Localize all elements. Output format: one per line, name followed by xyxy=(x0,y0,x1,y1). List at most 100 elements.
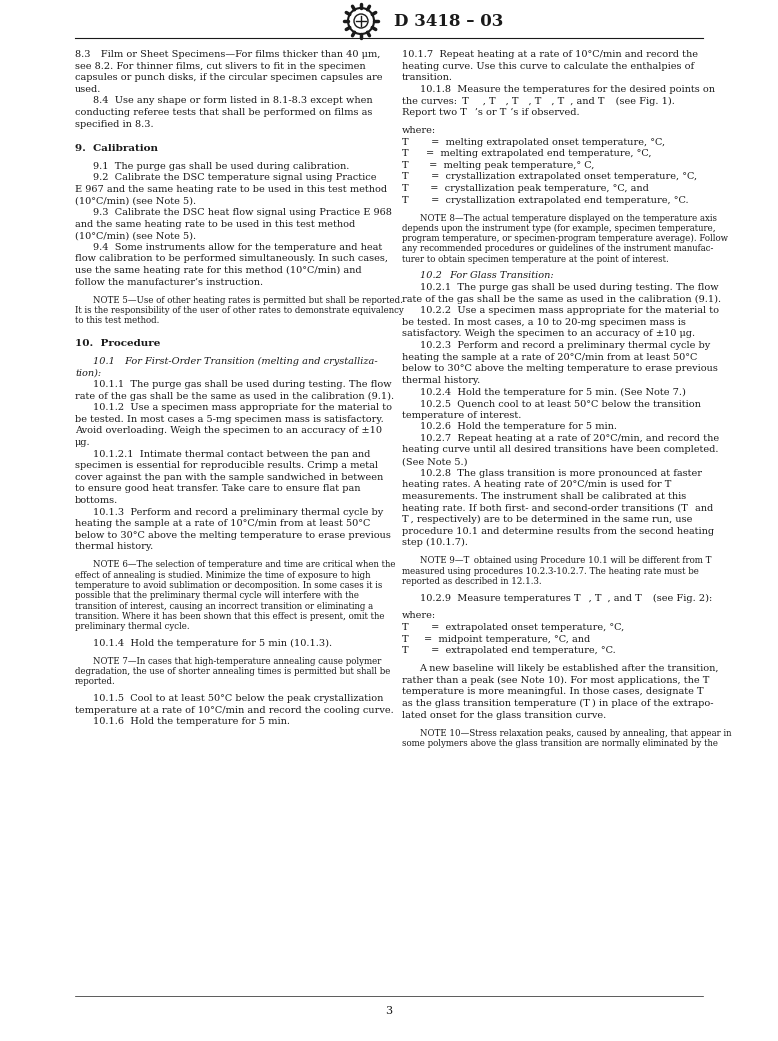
Text: T         =  melting extrapolated onset temperature, °C,: T = melting extrapolated onset temperatu… xyxy=(401,137,664,147)
Text: 10.1.1  The purge gas shall be used during testing. The flow: 10.1.1 The purge gas shall be used durin… xyxy=(93,380,391,389)
Text: T , respectively) are to be determined in the same run, use: T , respectively) are to be determined i… xyxy=(401,515,692,525)
Text: flow calibration to be performed simultaneously. In such cases,: flow calibration to be performed simulta… xyxy=(75,254,388,263)
Text: cover against the pan with the sample sandwiched in between: cover against the pan with the sample sa… xyxy=(75,473,384,482)
Text: 10.1.2.1  Intimate thermal contact between the pan and: 10.1.2.1 Intimate thermal contact betwee… xyxy=(93,450,370,459)
Text: T      =  midpoint temperature, °C, and: T = midpoint temperature, °C, and xyxy=(401,635,590,643)
Text: NOTE 10—Stress relaxation peaks, caused by annealing, that appear in: NOTE 10—Stress relaxation peaks, caused … xyxy=(419,729,731,738)
Text: heating rate. If both first- and second-order transitions (T   and: heating rate. If both first- and second-… xyxy=(401,504,713,512)
Text: 10.2.4  Hold the temperature for 5 min. (See Note 7.): 10.2.4 Hold the temperature for 5 min. (… xyxy=(419,387,685,397)
Text: 10.1.5  Cool to at least 50°C below the peak crystallization: 10.1.5 Cool to at least 50°C below the p… xyxy=(93,694,384,703)
Text: preliminary thermal cycle.: preliminary thermal cycle. xyxy=(75,623,190,631)
Text: to ensure good heat transfer. Take care to ensure flat pan: to ensure good heat transfer. Take care … xyxy=(75,484,360,493)
Text: NOTE 9—T  obtained using Procedure 10.1 will be different from T: NOTE 9—T obtained using Procedure 10.1 w… xyxy=(419,556,713,565)
Text: T         =  extrapolated onset temperature, °C,: T = extrapolated onset temperature, °C, xyxy=(401,624,624,632)
Text: degradation, the use of shorter annealing times is permitted but shall be: degradation, the use of shorter annealin… xyxy=(75,667,391,677)
Text: be tested. In most cases a 5-mg specimen mass is satisfactory.: be tested. In most cases a 5-mg specimen… xyxy=(75,414,384,424)
Text: 9.3  Calibrate the DSC heat flow signal using Practice E 968: 9.3 Calibrate the DSC heat flow signal u… xyxy=(93,208,392,217)
Text: conducting referee tests that shall be performed on films as: conducting referee tests that shall be p… xyxy=(75,108,373,117)
Text: the curves:  T       , T     , T     , T     , T   , and T     (see Fig. 1).: the curves: T , T , T , T , T , and T (s… xyxy=(401,97,675,105)
Text: specified in 8.3.: specified in 8.3. xyxy=(75,120,153,129)
Text: possible that the preliminary thermal cycle will interfere with the: possible that the preliminary thermal cy… xyxy=(75,591,359,601)
Text: T        =  crystallization peak temperature, °C, and: T = crystallization peak temperature, °C… xyxy=(401,184,648,193)
Text: rather than a peak (see Note 10). For most applications, the T: rather than a peak (see Note 10). For mo… xyxy=(401,676,715,685)
Text: 9.1  The purge gas shall be used during calibration.: 9.1 The purge gas shall be used during c… xyxy=(93,161,349,171)
Text: T        =  melting peak temperature,° C,: T = melting peak temperature,° C, xyxy=(401,160,594,170)
Text: 9.4  Some instruments allow for the temperature and heat: 9.4 Some instruments allow for the tempe… xyxy=(93,243,382,252)
Text: capsules or punch disks, if the circular specimen capsules are: capsules or punch disks, if the circular… xyxy=(75,73,383,82)
Text: 9.2  Calibrate the DSC temperature signal using Practice: 9.2 Calibrate the DSC temperature signal… xyxy=(93,173,377,182)
Text: temperature to avoid sublimation or decomposition. In some cases it is: temperature to avoid sublimation or deco… xyxy=(75,581,382,590)
Text: follow the manufacturer’s instruction.: follow the manufacturer’s instruction. xyxy=(75,278,263,286)
Text: T       =  melting extrapolated end temperature, °C,: T = melting extrapolated end temperature… xyxy=(401,149,651,158)
Text: temperature of interest.: temperature of interest. xyxy=(401,410,521,420)
Text: 10.2.6  Hold the temperature for 5 min.: 10.2.6 Hold the temperature for 5 min. xyxy=(419,423,616,431)
Text: 10.2.1  The purge gas shall be used during testing. The flow: 10.2.1 The purge gas shall be used durin… xyxy=(419,283,718,293)
Text: satisfactory. Weigh the specimen to an accuracy of ±10 μg.: satisfactory. Weigh the specimen to an a… xyxy=(401,329,695,338)
Text: 9.  Calibration: 9. Calibration xyxy=(75,144,158,153)
Text: 10.1.7  Repeat heating at a rate of 10°C/min and record the: 10.1.7 Repeat heating at a rate of 10°C/… xyxy=(401,50,698,59)
Text: 10.2.3  Perform and record a preliminary thermal cycle by: 10.2.3 Perform and record a preliminary … xyxy=(419,341,710,350)
Text: Report two T    ’s or T  ’s if observed.: Report two T ’s or T ’s if observed. xyxy=(401,108,579,117)
Text: below to 30°C above the melting temperature to erase previous: below to 30°C above the melting temperat… xyxy=(75,531,391,540)
Text: to this test method.: to this test method. xyxy=(75,316,159,325)
Text: D 3418 – 03: D 3418 – 03 xyxy=(394,14,503,30)
Text: T         =  crystallization extrapolated onset temperature, °C,: T = crystallization extrapolated onset t… xyxy=(401,173,696,181)
Text: 10.1.3  Perform and record a preliminary thermal cycle by: 10.1.3 Perform and record a preliminary … xyxy=(93,508,384,516)
Text: some polymers above the glass transition are normally eliminated by the: some polymers above the glass transition… xyxy=(401,739,717,747)
Text: 10.  Procedure: 10. Procedure xyxy=(75,338,160,348)
Text: bottoms.: bottoms. xyxy=(75,496,118,505)
Text: It is the responsibility of the user of other rates to demonstrate equivalency: It is the responsibility of the user of … xyxy=(75,306,404,314)
Text: reported.: reported. xyxy=(75,678,116,686)
Text: where:: where: xyxy=(401,611,436,620)
Text: lated onset for the glass transition curve.: lated onset for the glass transition cur… xyxy=(401,711,606,719)
Text: step (10.1.7).: step (10.1.7). xyxy=(401,538,468,548)
Text: thermal history.: thermal history. xyxy=(75,542,153,552)
Text: procedure 10.1 and determine results from the second heating: procedure 10.1 and determine results fro… xyxy=(401,527,713,536)
Text: heating the sample at a rate of 10°C/min from at least 50°C: heating the sample at a rate of 10°C/min… xyxy=(75,519,370,528)
Text: NOTE 6—The selection of temperature and time are critical when the: NOTE 6—The selection of temperature and … xyxy=(93,560,395,569)
Text: 10.1.2  Use a specimen mass appropriate for the material to: 10.1.2 Use a specimen mass appropriate f… xyxy=(93,403,392,412)
Text: rate of the gas shall be the same as used in the calibration (9.1).: rate of the gas shall be the same as use… xyxy=(401,295,720,304)
Text: A new baseline will likely be established after the transition,: A new baseline will likely be establishe… xyxy=(419,664,719,674)
Text: transition. Where it has been shown that this effect is present, omit the: transition. Where it has been shown that… xyxy=(75,612,384,620)
Text: NOTE 5—Use of other heating rates is permitted but shall be reported.: NOTE 5—Use of other heating rates is per… xyxy=(93,296,403,305)
Text: 10.2.5  Quench cool to at least 50°C below the transition: 10.2.5 Quench cool to at least 50°C belo… xyxy=(419,399,700,408)
Text: as the glass transition temperature (T ) in place of the extrapo-: as the glass transition temperature (T )… xyxy=(401,700,713,708)
Text: and the same heating rate to be used in this test method: and the same heating rate to be used in … xyxy=(75,220,356,229)
Text: turer to obtain specimen temperature at the point of interest.: turer to obtain specimen temperature at … xyxy=(401,255,668,263)
Text: 8.3    Film or Sheet Specimens—For films thicker than 40 μm,: 8.3 Film or Sheet Specimens—For films th… xyxy=(75,50,380,59)
Text: 10.2.9  Measure temperatures T    , T   , and T     (see Fig. 2):: 10.2.9 Measure temperatures T , T , and … xyxy=(419,593,712,603)
Text: heating rates. A heating rate of 20°C/min is used for T: heating rates. A heating rate of 20°C/mi… xyxy=(401,480,675,489)
Text: be tested. In most cases, a 10 to 20-mg specimen mass is: be tested. In most cases, a 10 to 20-mg … xyxy=(401,318,685,327)
Text: heating curve. Use this curve to calculate the enthalpies of: heating curve. Use this curve to calcula… xyxy=(401,61,694,71)
Text: tion):: tion): xyxy=(75,369,101,378)
Text: any recommended procedures or guidelines of the instrument manufac-: any recommended procedures or guidelines… xyxy=(401,245,713,253)
Text: 10.1.4  Hold the temperature for 5 min (10.1.3).: 10.1.4 Hold the temperature for 5 min (1… xyxy=(93,639,332,648)
Text: 8.4  Use any shape or form listed in 8.1-8.3 except when: 8.4 Use any shape or form listed in 8.1-… xyxy=(93,97,373,105)
Text: 10.1.6  Hold the temperature for 5 min.: 10.1.6 Hold the temperature for 5 min. xyxy=(93,717,290,727)
Text: (10°C/min) (see Note 5).: (10°C/min) (see Note 5). xyxy=(75,197,196,205)
Text: NOTE 7—In cases that high-temperature annealing cause polymer: NOTE 7—In cases that high-temperature an… xyxy=(93,657,381,666)
Text: where:: where: xyxy=(401,126,436,135)
Text: temperature is more meaningful. In those cases, designate T: temperature is more meaningful. In those… xyxy=(401,687,709,696)
Text: effect of annealing is studied. Minimize the time of exposure to high: effect of annealing is studied. Minimize… xyxy=(75,570,370,580)
Text: (10°C/min) (see Note 5).: (10°C/min) (see Note 5). xyxy=(75,231,196,240)
Text: transition of interest, causing an incorrect transition or eliminating a: transition of interest, causing an incor… xyxy=(75,602,373,611)
Text: heating curve until all desired transitions have been completed.: heating curve until all desired transiti… xyxy=(401,446,718,455)
Text: T         =  crystallization extrapolated end temperature, °C.: T = crystallization extrapolated end tem… xyxy=(401,196,688,205)
Text: heating the sample at a rate of 20°C/min from at least 50°C: heating the sample at a rate of 20°C/min… xyxy=(401,353,697,361)
Text: use the same heating rate for this method (10°C/min) and: use the same heating rate for this metho… xyxy=(75,265,362,275)
Text: used.: used. xyxy=(75,84,101,94)
Text: measurements. The instrument shall be calibrated at this: measurements. The instrument shall be ca… xyxy=(401,491,685,501)
Text: thermal history.: thermal history. xyxy=(401,376,480,385)
Text: 10.2   For Glass Transition:: 10.2 For Glass Transition: xyxy=(419,272,553,280)
Text: 10.2.7  Repeat heating at a rate of 20°C/min, and record the: 10.2.7 Repeat heating at a rate of 20°C/… xyxy=(419,434,719,442)
Text: temperature at a rate of 10°C/min and record the cooling curve.: temperature at a rate of 10°C/min and re… xyxy=(75,706,394,715)
Text: T         =  extrapolated end temperature, °C.: T = extrapolated end temperature, °C. xyxy=(401,646,615,655)
Text: Avoid overloading. Weigh the specimen to an accuracy of ±10: Avoid overloading. Weigh the specimen to… xyxy=(75,427,382,435)
Text: μg.: μg. xyxy=(75,438,90,447)
Text: 10.2.2  Use a specimen mass appropriate for the material to: 10.2.2 Use a specimen mass appropriate f… xyxy=(419,306,719,315)
Text: NOTE 8—The actual temperature displayed on the temperature axis: NOTE 8—The actual temperature displayed … xyxy=(419,213,717,223)
Text: 10.1.8  Measure the temperatures for the desired points on: 10.1.8 Measure the temperatures for the … xyxy=(419,84,714,94)
Text: specimen is essential for reproducible results. Crimp a metal: specimen is essential for reproducible r… xyxy=(75,461,378,471)
